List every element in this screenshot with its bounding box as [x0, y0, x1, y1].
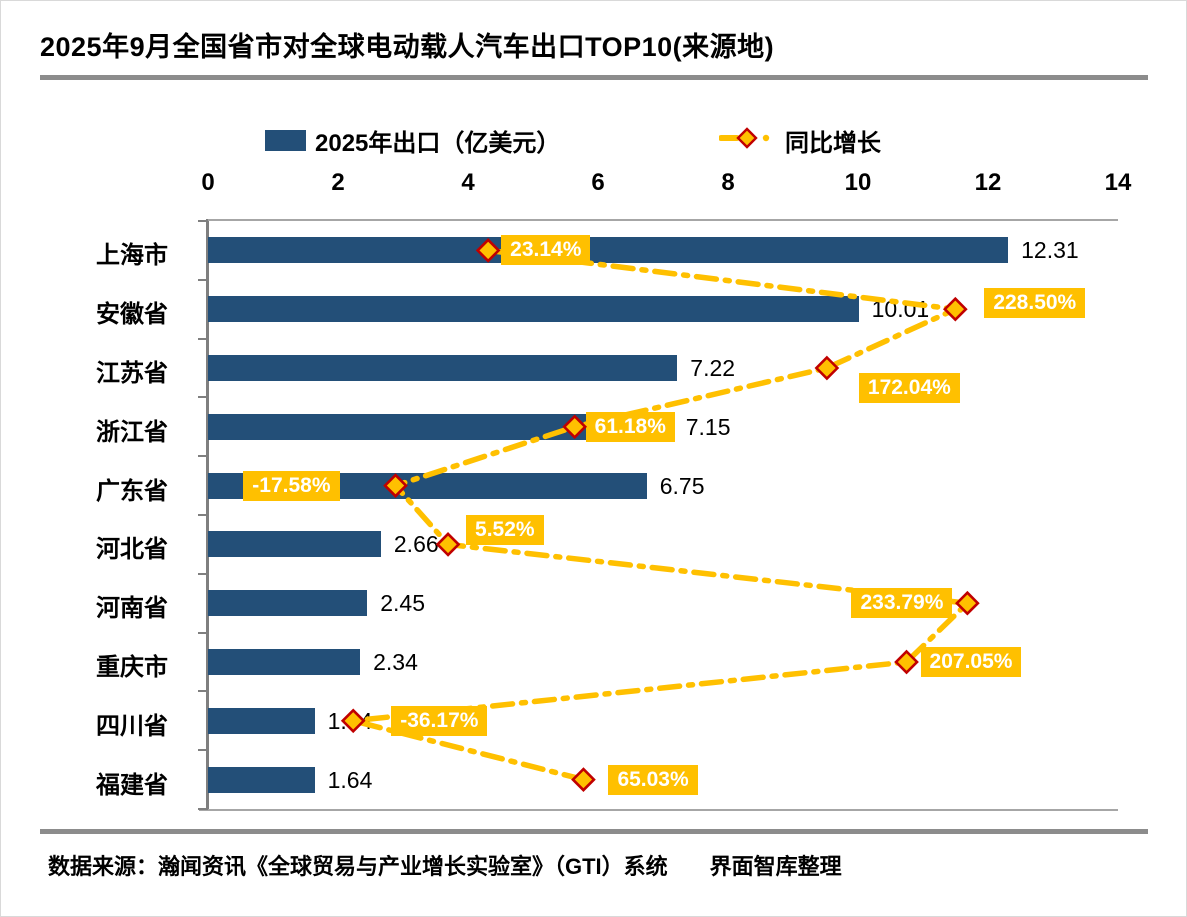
growth-label: 233.79%: [851, 588, 953, 619]
y-axis-tick: [198, 278, 208, 281]
category-label: 河北省: [96, 536, 168, 564]
footer-divider: [40, 829, 1148, 834]
x-axis-tick-label: 4: [461, 169, 475, 196]
export-bar: [208, 707, 315, 734]
diamond-marker-icon: [571, 767, 596, 792]
export-bar: [208, 766, 315, 793]
y-axis-tick: [198, 220, 208, 222]
bar-value-label: 2.45: [380, 590, 426, 617]
growth-label: 65.03%: [608, 764, 698, 795]
growth-label: 228.50%: [984, 288, 1086, 319]
category-label: 四川省: [96, 712, 168, 740]
category-label: 福建省: [96, 771, 168, 799]
export-bar: [208, 531, 381, 558]
growth-label: 5.52%: [466, 515, 544, 546]
bar-value-label: 7.22: [690, 355, 736, 381]
export-bar: [208, 237, 1009, 264]
y-axis-tick: [198, 572, 208, 575]
category-label: 广东省: [96, 477, 168, 505]
legend-item-exports: 2025年出口（亿美元）: [265, 125, 561, 157]
bar-value-label: 1.64: [327, 766, 373, 793]
y-axis-tick: [198, 396, 208, 399]
growth-label: 23.14%: [501, 235, 591, 266]
footer-note: 数据来源：瀚闻资讯《全球贸易与产业增长实验室》（GTI）系统 界面智库整理: [48, 849, 842, 881]
category-label: 重庆市: [96, 654, 168, 681]
bar-value-label: 12.31: [1021, 237, 1079, 264]
diamond-marker-icon: [435, 532, 461, 557]
bar-value-label: 10.01: [871, 296, 930, 323]
title-divider: [40, 75, 1148, 80]
bar-value-label: 2.34: [373, 649, 418, 675]
x-axis-tick-label: 12: [974, 169, 1002, 196]
x-axis-zero-tick: [206, 219, 208, 229]
export-bar: [208, 355, 678, 381]
credit-text: 界面智库整理: [709, 854, 842, 879]
plot-top-border: [208, 219, 1118, 221]
y-axis-tick: [198, 337, 208, 340]
y-axis-tick: [198, 690, 208, 693]
category-label: 江苏省: [96, 360, 168, 387]
bar-value-label: 7.15: [685, 413, 731, 440]
bar-series-label: 2025年出口（亿美元）: [315, 129, 561, 157]
y-axis-tick: [198, 514, 208, 516]
diamond-marker-icon: [955, 590, 980, 616]
bar-value-label: 2.66: [393, 531, 439, 558]
x-axis-tick-label: 14: [1104, 169, 1132, 196]
x-axis-tick-label: 6: [591, 169, 605, 196]
line-series-label: 同比增长: [785, 129, 881, 157]
export-bar: [208, 649, 361, 675]
growth-label: -36.17%: [391, 705, 488, 736]
category-label: 安徽省: [96, 301, 168, 329]
y-axis-tick: [198, 808, 208, 810]
growth-label: 207.05%: [920, 647, 1022, 677]
bar-value-label: 6.75: [659, 472, 705, 499]
category-label: 河南省: [96, 595, 168, 623]
page-title: 2025年9月全国省市对全球电动载人汽车出口TOP10(来源地): [40, 32, 775, 62]
growth-label: 61.18%: [585, 411, 675, 442]
export-bar: [208, 296, 859, 323]
category-label: 浙江省: [96, 418, 168, 446]
diamond-marker-icon: [894, 649, 919, 675]
x-axis-tick-label: 10: [844, 169, 872, 196]
diamond-marker-icon: [814, 355, 840, 381]
x-axis-tick-label: 8: [721, 169, 735, 196]
data-source-text: 数据来源：瀚闻资讯《全球贸易与产业增长实验室》（GTI）系统: [48, 854, 668, 879]
y-axis-tick: [198, 455, 208, 458]
category-label: 上海市: [96, 242, 168, 270]
plot-bottom-border: [199, 809, 1118, 811]
x-axis-tick-label: 2: [331, 169, 345, 196]
growth-label: -17.58%: [243, 470, 340, 501]
export-bar: [208, 590, 368, 617]
bar-value-label: 1.64: [327, 707, 373, 734]
line-series-marker-icon: [718, 126, 775, 155]
diamond-marker-icon: [942, 296, 968, 322]
x-axis-tick-label: 0: [201, 169, 215, 196]
growth-label: 172.04%: [858, 373, 960, 403]
y-axis-tick: [198, 631, 208, 634]
y-axis-tick: [198, 749, 208, 752]
legend-item-growth: 同比增长: [718, 125, 881, 157]
bar-series-swatch: [265, 129, 306, 151]
